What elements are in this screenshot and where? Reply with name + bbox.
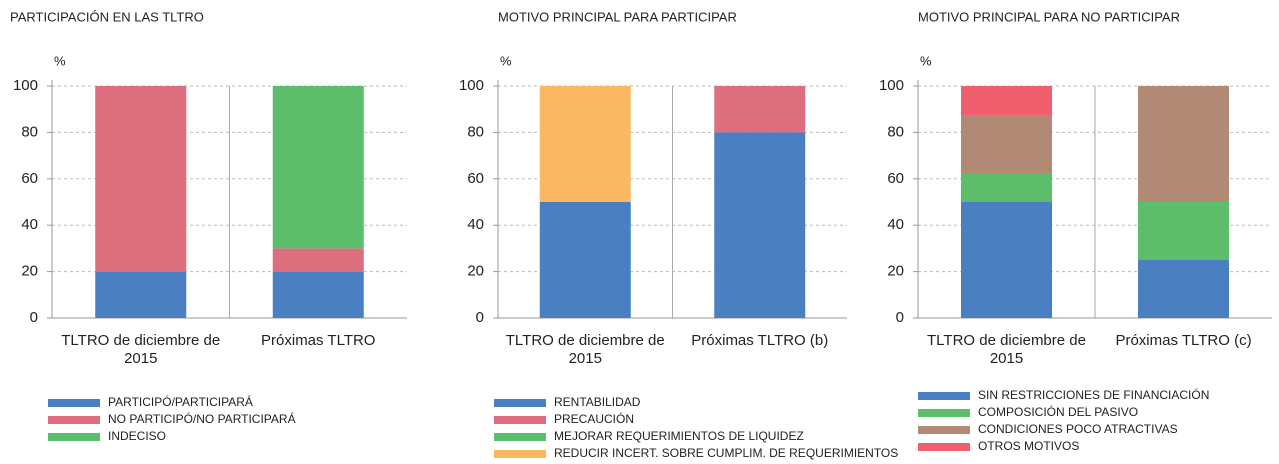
legend-label: PARTICIPÓ/PARTICIPARÁ bbox=[108, 394, 253, 409]
legend-label: PRECAUCIÓN bbox=[554, 411, 634, 426]
x-tick-label: Próximas TLTRO (c) bbox=[1115, 332, 1252, 349]
legend-swatch bbox=[494, 450, 546, 458]
bar-segment bbox=[1138, 86, 1229, 202]
y-tick-label: 60 bbox=[467, 170, 484, 187]
legend-label: CONDICIONES POCO ATRACTIVAS bbox=[978, 422, 1178, 436]
bar-segment bbox=[961, 115, 1052, 173]
legend-swatch bbox=[918, 426, 970, 434]
y-tick-label: 0 bbox=[896, 309, 904, 326]
y-tick-label: 40 bbox=[467, 216, 484, 233]
bar-segment bbox=[1138, 202, 1229, 260]
y-tick-label: 0 bbox=[476, 309, 484, 326]
y-tick-label: 20 bbox=[467, 263, 484, 280]
bar-segment bbox=[714, 86, 806, 133]
bar-segment bbox=[961, 202, 1052, 318]
bar-segment bbox=[539, 202, 631, 318]
y-tick-label: 100 bbox=[879, 77, 904, 94]
legend-label: REDUCIR INCERT. SOBRE CUMPLIM. DE REQUER… bbox=[554, 446, 898, 460]
y-tick-label: 40 bbox=[887, 216, 904, 233]
y-tick-label: 40 bbox=[21, 216, 38, 233]
y-tick-label: 100 bbox=[459, 77, 484, 94]
bar-segment bbox=[1138, 260, 1229, 318]
legend-swatch bbox=[494, 433, 546, 441]
legend-swatch bbox=[918, 443, 970, 451]
legend-label: INDECISO bbox=[108, 429, 166, 443]
x-tick-label: TLTRO de diciembre de 2015 bbox=[927, 332, 1086, 367]
x-tick-label: TLTRO de diciembre de 2015 bbox=[61, 332, 221, 367]
legend-swatch bbox=[48, 433, 100, 441]
x-tick-label: Próximas TLTRO (b) bbox=[691, 332, 829, 349]
legend-swatch bbox=[494, 399, 546, 407]
bar-segment bbox=[539, 86, 631, 202]
bar-segment bbox=[961, 173, 1052, 202]
y-tick-label: 60 bbox=[887, 170, 904, 187]
y-tick-label: 20 bbox=[887, 263, 904, 280]
bar-segment bbox=[95, 86, 187, 272]
y-axis-label: % bbox=[920, 53, 932, 68]
legend-swatch bbox=[918, 409, 970, 417]
chart-title: MOTIVO PRINCIPAL PARA NO PARTICIPAR bbox=[918, 9, 1180, 24]
legend-swatch bbox=[48, 416, 100, 424]
x-tick-label: TLTRO de diciembre de 2015 bbox=[505, 332, 665, 367]
y-axis-label: % bbox=[54, 53, 66, 68]
bar-segment bbox=[272, 248, 364, 272]
chart-title: MOTIVO PRINCIPAL PARA PARTICIPAR bbox=[498, 9, 737, 24]
y-tick-label: 60 bbox=[21, 170, 38, 187]
legend-swatch bbox=[48, 399, 100, 407]
y-tick-label: 80 bbox=[467, 123, 484, 140]
y-tick-label: 20 bbox=[21, 263, 38, 280]
bar-segment bbox=[272, 86, 364, 249]
legend-label: NO PARTICIPÓ/NO PARTICIPARÁ bbox=[108, 411, 296, 426]
legend-label: OTROS MOTIVOS bbox=[978, 439, 1079, 453]
legend-swatch bbox=[918, 392, 970, 400]
chart-title: PARTICIPACIÓN EN LAS TLTRO bbox=[10, 9, 204, 24]
legend-label: COMPOSICIÓN DEL PASIVO bbox=[978, 404, 1138, 419]
y-tick-label: 80 bbox=[887, 123, 904, 140]
bar-segment bbox=[961, 86, 1052, 115]
legend-label: RENTABILIDAD bbox=[554, 395, 641, 409]
legend-label: MEJORAR REQUERIMIENTOS DE LIQUIDEZ bbox=[554, 429, 804, 443]
y-tick-label: 100 bbox=[13, 77, 38, 94]
bar-segment bbox=[714, 132, 806, 318]
y-axis-label: % bbox=[500, 53, 512, 68]
y-tick-label: 80 bbox=[21, 123, 38, 140]
legend-swatch bbox=[494, 416, 546, 424]
bar-segment bbox=[95, 271, 187, 318]
bar-segment bbox=[272, 271, 364, 318]
y-tick-label: 0 bbox=[30, 309, 38, 326]
legend-label: SIN RESTRICCIONES DE FINANCIACIÓN bbox=[978, 387, 1209, 402]
x-tick-label: Próximas TLTRO bbox=[261, 332, 376, 349]
